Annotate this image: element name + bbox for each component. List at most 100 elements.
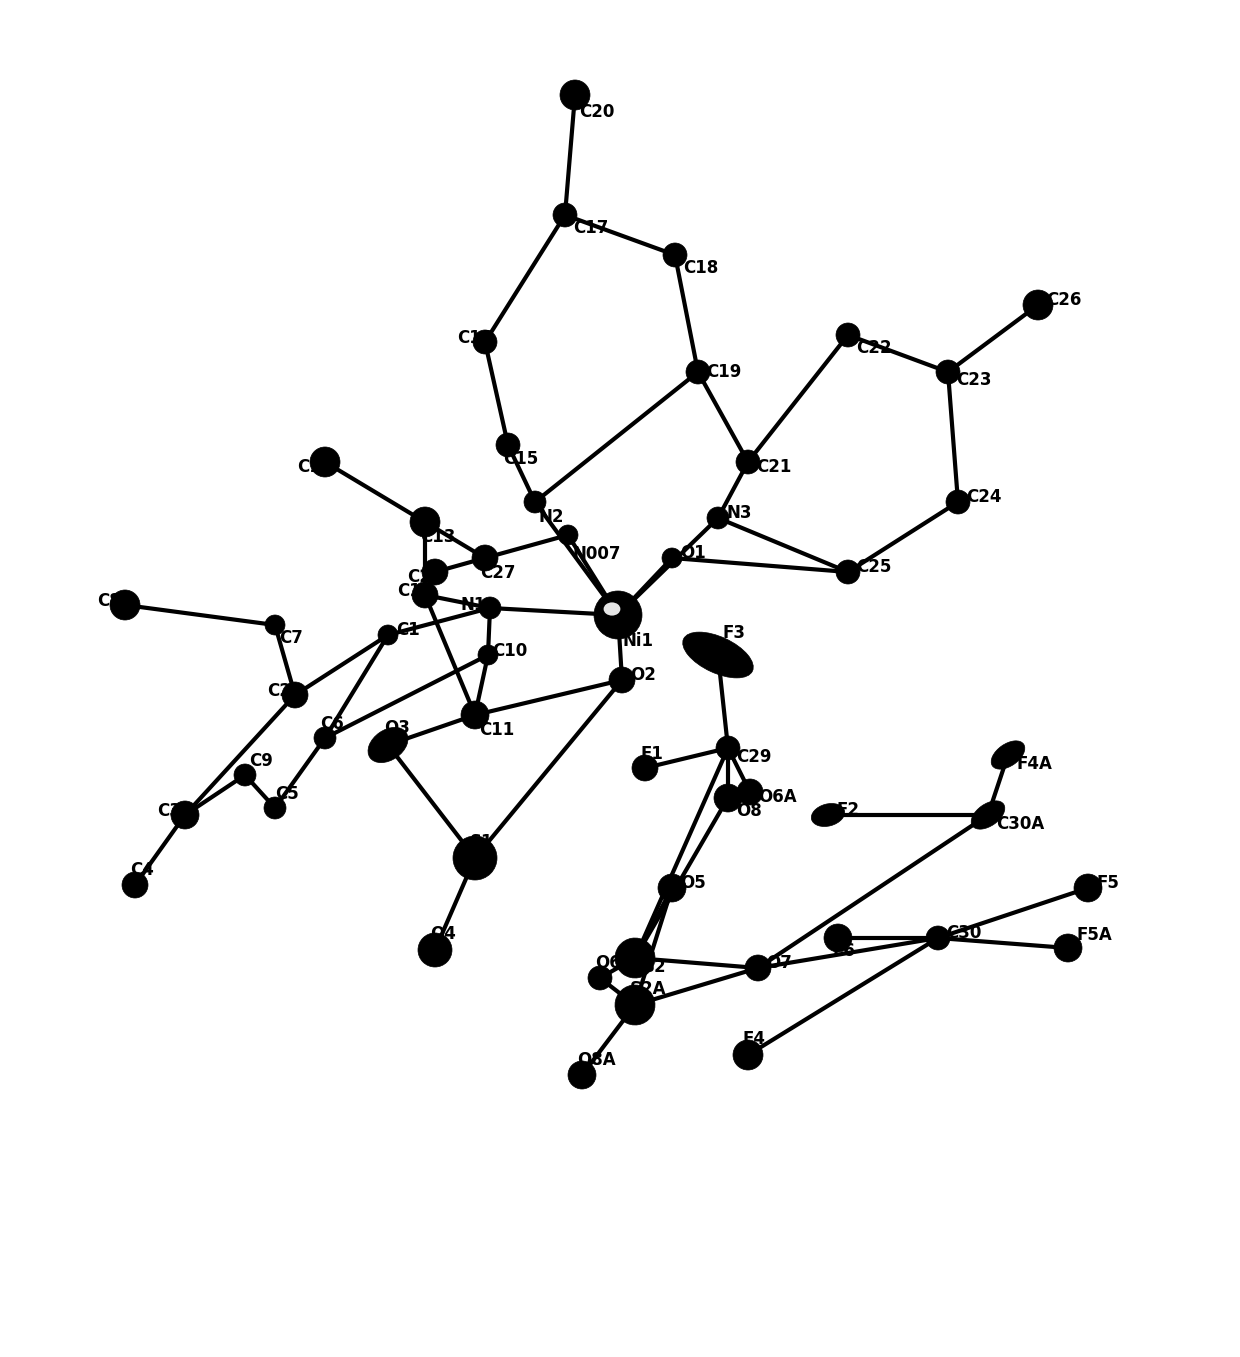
Ellipse shape: [472, 546, 498, 571]
Ellipse shape: [615, 985, 655, 1025]
Ellipse shape: [733, 1039, 763, 1071]
Ellipse shape: [594, 592, 642, 639]
Ellipse shape: [525, 491, 546, 513]
Text: C3: C3: [157, 802, 181, 820]
Ellipse shape: [971, 801, 1004, 829]
Ellipse shape: [737, 779, 763, 805]
Ellipse shape: [745, 955, 771, 981]
Ellipse shape: [926, 925, 950, 950]
Text: C28: C28: [407, 569, 443, 586]
Text: C11: C11: [479, 721, 515, 740]
Text: C15: C15: [503, 451, 538, 468]
Ellipse shape: [811, 803, 844, 826]
Text: C23: C23: [956, 370, 992, 389]
Text: Ni1: Ni1: [622, 632, 653, 650]
Ellipse shape: [477, 645, 498, 665]
Text: C6: C6: [320, 715, 343, 733]
Ellipse shape: [558, 525, 578, 546]
Ellipse shape: [1023, 290, 1053, 320]
Ellipse shape: [568, 1061, 596, 1090]
Text: C7: C7: [279, 630, 303, 647]
Text: C18: C18: [683, 259, 718, 277]
Text: F2: F2: [836, 801, 859, 820]
Ellipse shape: [265, 615, 285, 635]
Text: O4: O4: [430, 925, 456, 943]
Text: C27: C27: [480, 565, 516, 582]
Text: C5: C5: [275, 784, 299, 803]
Ellipse shape: [412, 582, 438, 608]
Text: O7: O7: [766, 954, 792, 972]
Text: C4: C4: [130, 860, 154, 879]
Ellipse shape: [936, 360, 960, 384]
Text: F3: F3: [722, 624, 745, 642]
Ellipse shape: [604, 603, 620, 616]
Text: C12: C12: [397, 582, 433, 600]
Ellipse shape: [1054, 934, 1083, 962]
Ellipse shape: [737, 451, 760, 474]
Ellipse shape: [609, 668, 635, 693]
Text: C1: C1: [396, 622, 420, 639]
Ellipse shape: [122, 873, 148, 898]
Ellipse shape: [264, 797, 286, 820]
Text: N3: N3: [725, 503, 751, 522]
Ellipse shape: [234, 764, 255, 786]
Text: F6: F6: [833, 942, 856, 959]
Text: C20: C20: [579, 103, 614, 121]
Text: C19: C19: [706, 364, 742, 381]
Ellipse shape: [553, 204, 577, 227]
Ellipse shape: [378, 626, 398, 645]
Text: C10: C10: [492, 642, 527, 660]
Text: C8: C8: [97, 592, 120, 611]
Ellipse shape: [686, 360, 711, 384]
Ellipse shape: [836, 560, 861, 584]
Text: F5A: F5A: [1076, 925, 1112, 944]
Ellipse shape: [418, 934, 453, 968]
Text: C29: C29: [737, 748, 771, 765]
Ellipse shape: [310, 446, 340, 478]
Text: O5: O5: [680, 874, 706, 892]
Ellipse shape: [836, 323, 861, 347]
Text: C30: C30: [946, 924, 981, 942]
Ellipse shape: [461, 702, 489, 729]
Ellipse shape: [1074, 874, 1102, 902]
Text: C16: C16: [458, 328, 492, 347]
Text: O2: O2: [630, 666, 656, 684]
Ellipse shape: [496, 433, 520, 457]
Text: C14: C14: [298, 459, 332, 476]
Ellipse shape: [683, 632, 753, 678]
Ellipse shape: [991, 741, 1024, 769]
Text: S1: S1: [470, 833, 494, 851]
Text: F1: F1: [640, 745, 663, 763]
Ellipse shape: [368, 727, 408, 763]
Ellipse shape: [479, 597, 501, 619]
Text: O8A: O8A: [577, 1052, 615, 1069]
Ellipse shape: [422, 559, 448, 585]
Ellipse shape: [560, 80, 590, 110]
Text: C26: C26: [1047, 290, 1081, 309]
Text: N007: N007: [573, 546, 621, 563]
Text: O6: O6: [595, 954, 621, 972]
Ellipse shape: [714, 784, 742, 811]
Text: C17: C17: [573, 218, 609, 237]
Ellipse shape: [588, 966, 613, 991]
Ellipse shape: [632, 754, 658, 782]
Ellipse shape: [825, 924, 852, 953]
Ellipse shape: [615, 938, 655, 978]
Text: O8: O8: [737, 802, 761, 820]
Text: C25: C25: [856, 558, 892, 575]
Text: F4: F4: [743, 1030, 766, 1048]
Ellipse shape: [314, 727, 336, 749]
Text: C24: C24: [966, 489, 1002, 506]
Text: C30A: C30A: [996, 816, 1044, 833]
Text: N1: N1: [460, 596, 485, 613]
Ellipse shape: [715, 735, 740, 760]
Text: C21: C21: [756, 459, 791, 476]
Text: S2A: S2A: [630, 980, 667, 997]
Ellipse shape: [281, 683, 308, 708]
Ellipse shape: [663, 243, 687, 267]
Text: O6A: O6A: [758, 788, 796, 806]
Ellipse shape: [658, 874, 686, 902]
Ellipse shape: [472, 330, 497, 354]
Ellipse shape: [453, 836, 497, 879]
Text: C2: C2: [267, 683, 291, 700]
